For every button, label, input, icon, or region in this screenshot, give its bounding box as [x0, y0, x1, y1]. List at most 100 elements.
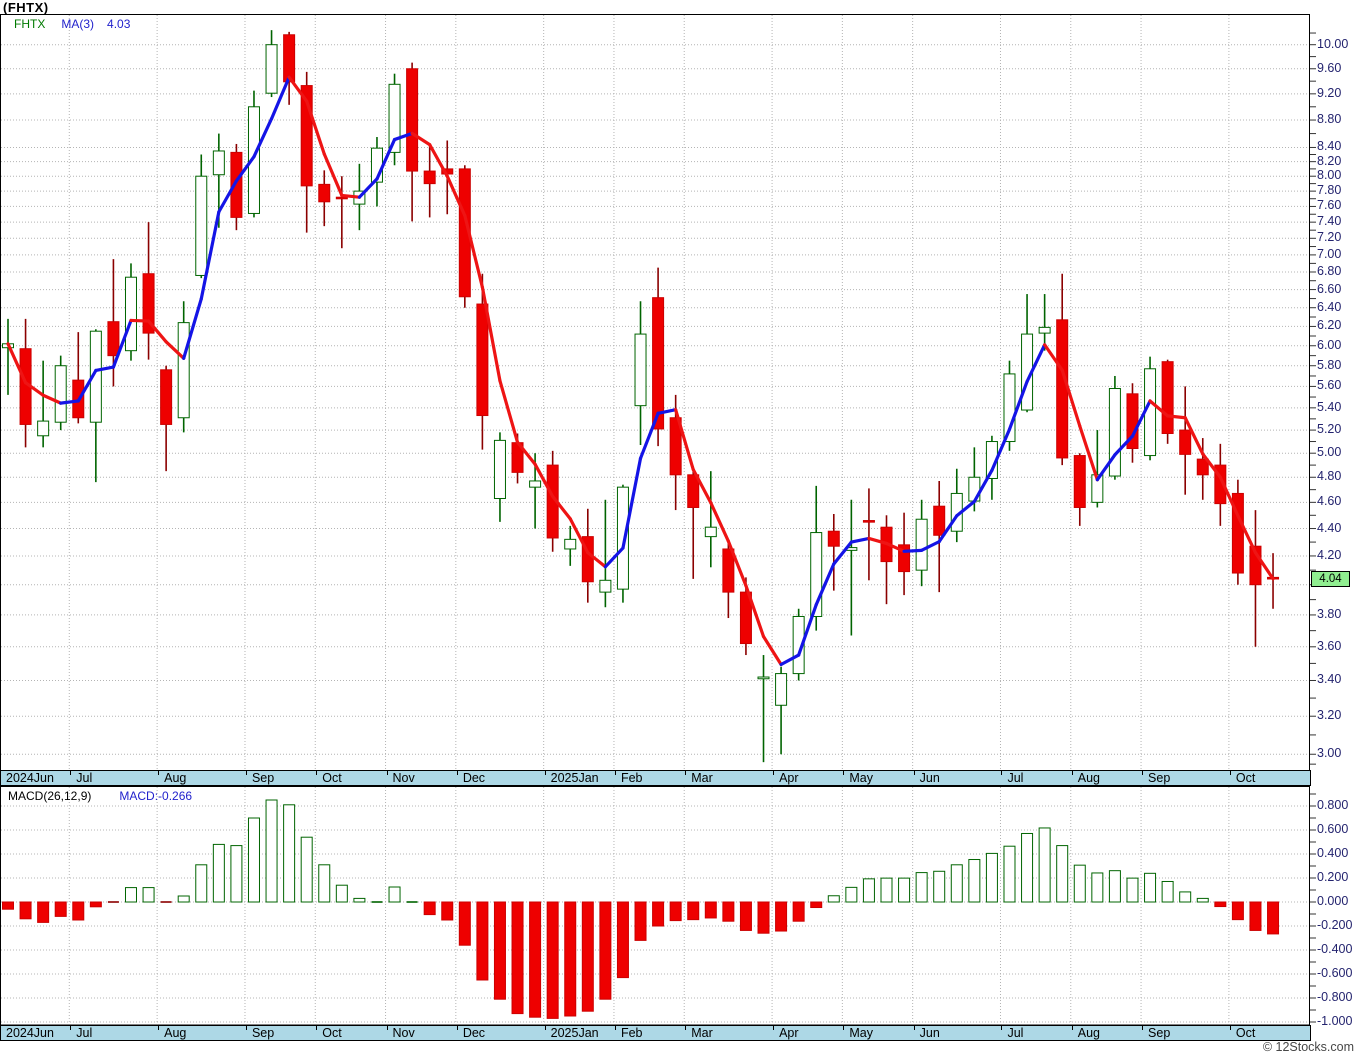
macd-histogram [2, 799, 1280, 1019]
price-axis-label: 10.00 [1317, 36, 1349, 51]
price-axis-label: 3.40 [1317, 672, 1342, 687]
month-tick [316, 1026, 318, 1030]
month-tick [158, 771, 160, 775]
macd-axis-label: -0.200 [1317, 918, 1353, 932]
month-tick [70, 771, 72, 775]
price-axis-label: 6.60 [1317, 281, 1342, 296]
month-label: Apr [779, 1026, 799, 1040]
price-axis-label: 7.60 [1317, 198, 1342, 213]
month-tick [913, 1026, 915, 1030]
month-label: Mar [691, 771, 713, 785]
price-axis-label: 9.20 [1317, 85, 1342, 100]
month-tick [544, 1026, 546, 1030]
price-axis-label: 5.60 [1317, 378, 1342, 393]
month-tick [1071, 771, 1073, 775]
legend-ma-value: 4.03 [107, 17, 131, 31]
month-tick [245, 771, 247, 775]
month-label: Dec [462, 1026, 486, 1040]
month-label: Oct [1235, 771, 1256, 785]
month-label: Jul [76, 771, 93, 785]
month-label: Nov [392, 771, 415, 785]
month-label: Jul [76, 1026, 93, 1040]
month-label: 2025Jan [550, 1026, 599, 1040]
month-tick [544, 771, 546, 775]
price-axis-label: 8.00 [1317, 168, 1342, 183]
price-axis-label: 8.80 [1317, 112, 1342, 127]
month-label: Dec [462, 771, 486, 785]
month-label: Nov [392, 1026, 415, 1040]
month-tick [456, 771, 458, 775]
month-tick [386, 1026, 388, 1030]
month-label: Aug [1077, 1026, 1101, 1040]
month-tick [70, 1026, 72, 1030]
macd-axis-label: 0.800 [1317, 798, 1349, 812]
legend-ma-label: MA(3) [61, 17, 95, 31]
ma3-line [6, 75, 1275, 667]
month-tick [1001, 771, 1003, 775]
month-tick [1142, 771, 1144, 775]
legend-symbol: FHTX [14, 17, 46, 31]
price-axis-label: 3.00 [1317, 746, 1342, 761]
x-axis-band-top: 2024Jun Jul Aug Sep Oct Nov Dec 2025Jan Feb Mar Ap… [0, 770, 1311, 786]
month-label: Jul [1007, 771, 1024, 785]
price-axis-label: 5.40 [1317, 399, 1342, 414]
price-axis-label: 4.40 [1317, 520, 1342, 535]
month-label: Oct [1235, 1026, 1256, 1040]
month-label: Jun [919, 771, 940, 785]
month-label: 2025Jan [550, 771, 599, 785]
price-axis-label: 8.40 [1317, 139, 1342, 154]
page-title: (FHTX) [3, 0, 49, 15]
month-tick [843, 1026, 845, 1030]
macd-axis-label: 0.400 [1317, 846, 1349, 860]
price-axis-label: 3.80 [1317, 606, 1342, 621]
month-tick [843, 771, 845, 775]
month-label: Oct [322, 1026, 342, 1040]
price-axis-label: 5.00 [1317, 445, 1342, 460]
month-label: Feb [620, 1026, 643, 1040]
month-label: Sep [1148, 1026, 1171, 1040]
month-label: Sep [251, 771, 275, 785]
price-axis-label: 8.20 [1317, 153, 1342, 168]
month-tick [1001, 1026, 1003, 1030]
price-axis-label: 3.60 [1317, 638, 1342, 653]
month-label: Sep [1148, 771, 1171, 785]
month-tick [614, 1026, 616, 1030]
month-tick [1229, 771, 1231, 775]
macd-legend: MACD(26,12,9) MACD:-0.266 [8, 789, 192, 803]
month-label: Sep [251, 1026, 275, 1040]
price-legend: FHTX MA(3) 4.03 [14, 17, 130, 31]
price-axis-label: 4.20 [1317, 547, 1342, 562]
month-label: 2024Jun [6, 1026, 54, 1040]
month-tick [1071, 1026, 1073, 1030]
price-axis-label: 7.80 [1317, 183, 1342, 198]
price-axis-label: 4.80 [1317, 469, 1342, 484]
macd-axis-label: 0.000 [1317, 894, 1349, 908]
macd-axis-label: 0.600 [1317, 822, 1349, 836]
axis-ticks [1310, 32, 1316, 1023]
price-axis-label: 7.00 [1317, 246, 1342, 261]
month-label: Mar [691, 1026, 713, 1040]
month-tick [685, 771, 687, 775]
month-gridlines [68, 15, 1230, 1024]
month-tick [913, 771, 915, 775]
month-tick [386, 771, 388, 775]
month-tick [685, 1026, 687, 1030]
macd-axis-label: -0.800 [1317, 990, 1353, 1004]
candlestick-series [2, 30, 1280, 763]
macd-axis-label: -0.600 [1317, 966, 1353, 980]
price-axis-label: 6.40 [1317, 299, 1342, 314]
macd-axis-label: -0.400 [1317, 942, 1353, 956]
price-axis-label: 9.60 [1317, 60, 1342, 75]
month-tick [1229, 1026, 1231, 1030]
price-axis-label: 6.00 [1317, 337, 1342, 352]
macd-axis-label: -1.000 [1317, 1014, 1353, 1028]
month-tick [773, 1026, 775, 1030]
price-axis-label: 6.80 [1317, 263, 1342, 278]
price-axis-label: 5.80 [1317, 357, 1342, 372]
watermark: © 12Stocks.com [1262, 1040, 1354, 1054]
month-label: May [849, 1026, 873, 1040]
month-label: Aug [164, 771, 187, 785]
price-axis-label: 7.20 [1317, 230, 1342, 245]
